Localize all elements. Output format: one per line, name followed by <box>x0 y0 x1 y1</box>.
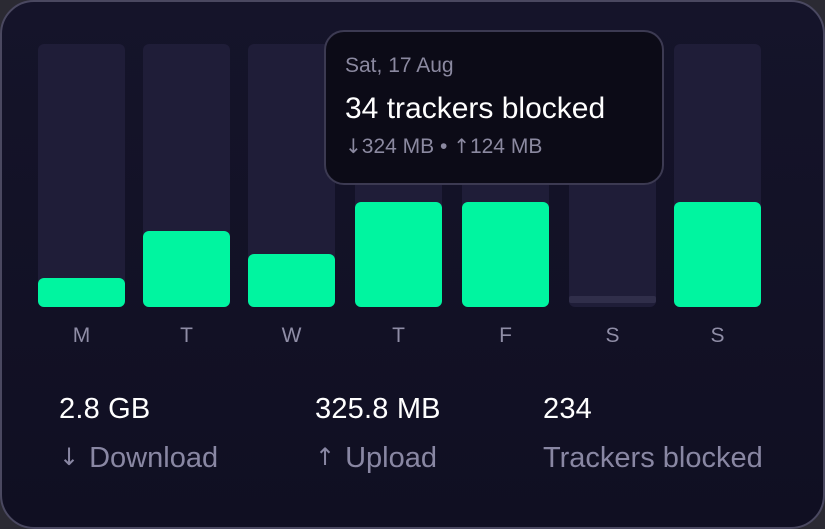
day-label-1: T <box>143 324 230 348</box>
day-label-4: F <box>462 324 549 348</box>
bar-track-0[interactable] <box>38 44 125 307</box>
download-stat: 2.8 GB ↓ Download <box>59 392 218 476</box>
download-value: 2.8 GB <box>59 392 218 426</box>
trackers-value: 234 <box>543 392 763 426</box>
bar-0 <box>38 278 125 307</box>
tooltip-separator: • <box>440 135 447 158</box>
bar-2 <box>248 254 335 307</box>
tooltip-date: Sat, 17 Aug <box>345 54 662 78</box>
day-label-2: W <box>248 324 335 348</box>
trackers-label: Trackers blocked <box>543 441 763 475</box>
arrow-up-icon: ↑ <box>453 134 470 158</box>
bar-track-2[interactable] <box>248 44 335 307</box>
day-label-5: S <box>569 324 656 348</box>
arrow-down-icon: ↓ <box>59 443 79 471</box>
upload-stat: 325.8 MB ↑ Upload <box>315 392 441 476</box>
tooltip-download: 324 MB <box>362 135 434 158</box>
bar-6 <box>674 202 761 307</box>
tooltip-upload: 124 MB <box>470 135 542 158</box>
trackers-stat: 234 Trackers blocked <box>543 392 763 475</box>
tooltip-title: 34 trackers blocked <box>345 91 662 127</box>
day-label-6: S <box>674 324 761 348</box>
bar-1 <box>143 231 230 307</box>
arrow-down-icon: ↓ <box>345 134 362 158</box>
download-label: Download <box>89 442 218 474</box>
day-label-0: M <box>38 324 125 348</box>
bar-tooltip: Sat, 17 Aug 34 trackers blocked ↓324 MB … <box>324 30 664 185</box>
bar-4 <box>462 202 549 307</box>
bar-track-1[interactable] <box>143 44 230 307</box>
bar-track-6[interactable] <box>674 44 761 307</box>
upload-value: 325.8 MB <box>315 392 441 426</box>
tooltip-traffic: ↓324 MB • ↑124 MB <box>345 133 662 160</box>
bar-3 <box>355 202 442 307</box>
upload-label: Upload <box>345 442 437 474</box>
bar-5 <box>569 296 656 303</box>
arrow-up-icon: ↑ <box>315 443 335 471</box>
day-label-3: T <box>355 324 442 348</box>
